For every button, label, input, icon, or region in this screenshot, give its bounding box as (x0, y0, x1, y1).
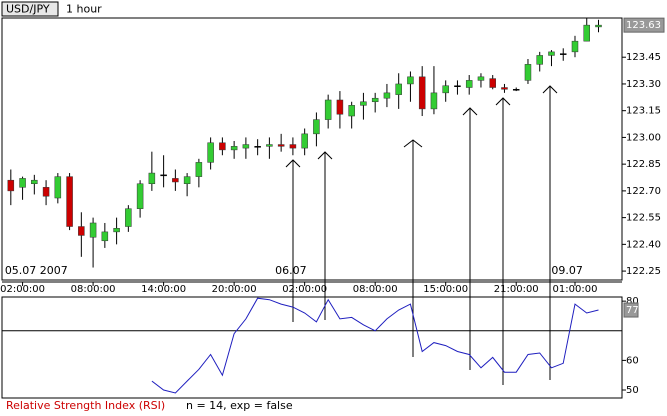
arrow (285, 159, 301, 322)
arrow (462, 107, 478, 370)
candle-body (254, 146, 261, 148)
candle-body (348, 105, 355, 117)
x-tick-label: 14:00:00 (141, 284, 186, 295)
arrow (495, 97, 511, 385)
candle-body (230, 146, 238, 151)
candle-body (207, 142, 214, 163)
last-price-box (623, 17, 665, 33)
x-tick-label: 15:00:00 (423, 284, 468, 295)
candle-body (101, 231, 109, 242)
x-tick-label: 02:00:00 (282, 284, 327, 295)
candle-body (371, 97, 379, 103)
candle-body (489, 78, 496, 88)
date-label: 09.07 (551, 264, 583, 277)
x-tick-label: 08:00:00 (353, 284, 398, 295)
candle-body (54, 176, 62, 199)
candle-body (324, 99, 332, 120)
chart-subtitle: 1 hour (66, 3, 102, 16)
arrow (317, 151, 333, 320)
date-label: 05.07 2007 (5, 264, 68, 277)
candle-body (548, 51, 555, 56)
candle-body (242, 144, 250, 149)
candle-body (536, 55, 543, 65)
candle-body (183, 176, 191, 185)
candle-body (195, 162, 203, 177)
y-tick-label: 123.30 (626, 79, 661, 90)
x-tick-label: 08:00:00 (71, 284, 116, 295)
candle-body (454, 85, 461, 87)
x-tick-label: 01:00:00 (553, 284, 598, 295)
date-label: 06.07 (275, 264, 307, 277)
candle-body (89, 222, 97, 238)
candle-body (524, 64, 532, 81)
candle-body (160, 174, 167, 177)
candle-body (477, 76, 485, 81)
candle-body (501, 87, 508, 90)
candle-body (125, 208, 132, 227)
candle-body (42, 187, 50, 197)
y-tick-label: 122.25 (626, 266, 661, 277)
last-price: 123.63 (626, 20, 661, 31)
candle-body (148, 172, 156, 185)
candle-body (595, 24, 602, 28)
candle-body (313, 119, 320, 135)
candle-body (383, 92, 391, 99)
arrow (403, 139, 423, 357)
y-tick-label: 60 (626, 355, 639, 366)
candle-body (571, 40, 579, 53)
candle-body (301, 133, 308, 149)
candle-body (266, 144, 273, 147)
y-tick-label: 80 (626, 296, 639, 307)
y-tick-label: 123.15 (626, 106, 661, 117)
y-tick-label: 122.85 (626, 159, 661, 170)
candle-body (512, 89, 520, 91)
candle-body (407, 76, 414, 85)
y-tick-label: 123.00 (626, 132, 661, 143)
candle-body (395, 83, 402, 95)
y-tick-label: 122.70 (626, 186, 661, 197)
y-tick-label: 122.55 (626, 213, 661, 224)
candle-body (7, 179, 15, 192)
rsi-line (151, 297, 599, 394)
last-rsi: 77 (626, 305, 639, 316)
candle-body (465, 80, 473, 88)
y-tick-label: 123.45 (626, 52, 661, 63)
candle-body (219, 142, 226, 151)
candle-body (289, 144, 297, 149)
arrows (285, 85, 558, 385)
price-frame (1, 17, 623, 281)
candle-body (78, 226, 85, 236)
candle-body (113, 228, 120, 233)
indicator-params: n = 14, exp = false (186, 399, 293, 412)
chart-title: USD/JPY (6, 3, 50, 16)
candle-body (442, 85, 449, 94)
candle-body (19, 178, 26, 188)
indicator-title: Relative Strength Index (RSI) (6, 399, 165, 412)
candle-body (559, 53, 567, 55)
x-tick-label: 20:00:00 (212, 284, 257, 295)
x-tick-label: 21:00:00 (494, 284, 539, 295)
candle-body (31, 179, 38, 185)
candle-body (277, 144, 285, 147)
rsi-frame (1, 296, 623, 399)
symbol-box (1, 1, 59, 17)
candle-body (336, 99, 344, 115)
y-tick-label: 50 (626, 385, 639, 396)
candle-body (66, 176, 73, 227)
candle-body (430, 92, 438, 110)
x-tick-label: 02:00:00 (0, 284, 45, 295)
candle-body (136, 183, 144, 209)
candle-body (360, 101, 367, 106)
y-tick-label: 122.40 (626, 239, 661, 250)
candle-body (583, 24, 590, 42)
candle-body (418, 76, 426, 110)
last-rsi-box (623, 302, 639, 318)
candle-body (172, 178, 179, 183)
